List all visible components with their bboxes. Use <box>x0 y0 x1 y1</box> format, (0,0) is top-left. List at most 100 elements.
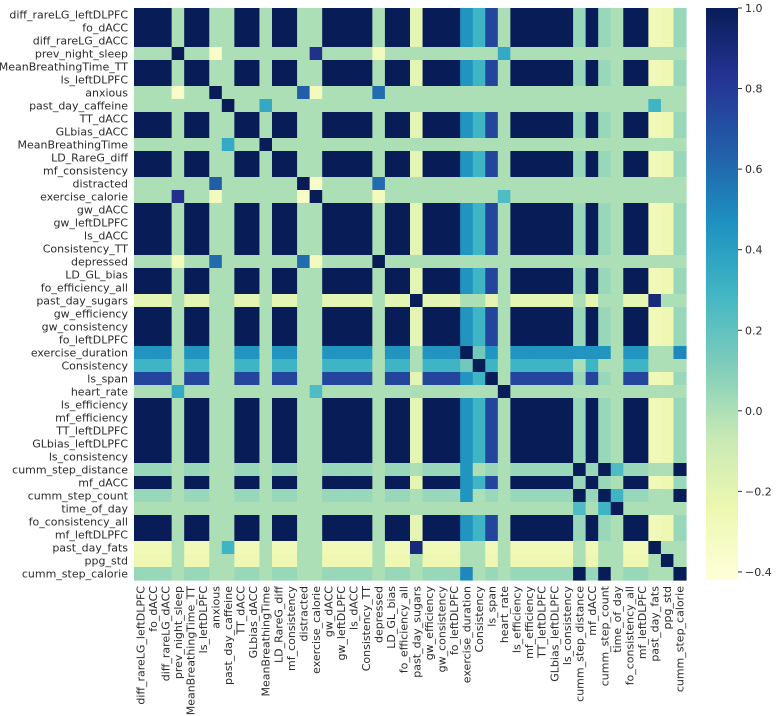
heatmap-cell <box>610 21 624 35</box>
heatmap-cell <box>334 320 348 334</box>
heatmap-cell <box>535 203 549 217</box>
heatmap-cell <box>347 112 361 126</box>
heatmap-cell <box>410 385 424 399</box>
heatmap-cell <box>171 177 185 191</box>
heatmap-cell <box>497 398 511 412</box>
heatmap-cell <box>673 21 687 35</box>
heatmap-cell <box>284 99 298 113</box>
heatmap-cell <box>347 372 361 386</box>
heatmap-cell <box>573 34 587 48</box>
heatmap-cell <box>234 216 248 230</box>
heatmap-cell <box>560 294 574 308</box>
heatmap-cell <box>460 112 474 126</box>
heatmap-cell <box>359 372 373 386</box>
heatmap-cell <box>159 320 173 334</box>
heatmap-cell <box>460 255 474 269</box>
heatmap-cell <box>535 320 549 334</box>
heatmap-cell <box>234 125 248 139</box>
heatmap-cell <box>510 346 524 360</box>
heatmap-cell <box>460 73 474 87</box>
heatmap-cell <box>259 47 273 61</box>
heatmap-cell <box>560 411 574 425</box>
heatmap-cell <box>648 359 662 373</box>
heatmap-cell <box>359 424 373 438</box>
heatmap-cell <box>297 515 311 529</box>
heatmap-cell <box>447 489 461 503</box>
heatmap-cell <box>623 164 637 178</box>
heatmap-cell <box>259 450 273 464</box>
heatmap-cell <box>472 489 486 503</box>
heatmap-cell <box>585 554 599 568</box>
heatmap-cell <box>673 346 687 360</box>
heatmap-cell <box>309 567 323 581</box>
heatmap-cell <box>460 359 474 373</box>
heatmap-cell <box>134 333 148 347</box>
heatmap-cell <box>284 398 298 412</box>
heatmap-cell <box>372 216 386 230</box>
heatmap-cell <box>460 424 474 438</box>
heatmap-cell <box>548 437 562 451</box>
x-tick-label: fo_leftDLPFC <box>448 586 461 655</box>
heatmap-cell <box>334 99 348 113</box>
heatmap-cell <box>422 424 436 438</box>
heatmap-cell <box>384 541 399 555</box>
heatmap-cell <box>184 307 198 321</box>
heatmap-cell <box>322 60 336 74</box>
heatmap-cell <box>510 34 524 48</box>
heatmap-cell <box>497 86 511 100</box>
heatmap-cell <box>246 333 261 347</box>
heatmap-cell <box>673 294 687 308</box>
heatmap-cell <box>209 99 223 113</box>
heatmap-cell <box>159 86 173 100</box>
heatmap-cell <box>209 489 223 503</box>
heatmap-cell <box>234 437 248 451</box>
heatmap-cell <box>259 502 273 516</box>
colorbar-tick-label: 0.4 <box>745 244 763 257</box>
heatmap-cell <box>610 47 624 61</box>
heatmap-cell <box>272 294 286 308</box>
heatmap-cell <box>146 229 160 243</box>
heatmap-cell <box>522 60 537 74</box>
heatmap-cell <box>196 567 210 581</box>
heatmap-cell <box>585 502 599 516</box>
heatmap-cell <box>548 463 562 477</box>
heatmap-cell <box>196 86 210 100</box>
heatmap-cell <box>472 281 486 295</box>
heatmap-cell <box>598 554 612 568</box>
heatmap-cell <box>522 528 537 542</box>
heatmap-cell <box>573 372 587 386</box>
heatmap-cell <box>497 424 511 438</box>
heatmap-cell <box>435 216 449 230</box>
heatmap-cell <box>297 333 311 347</box>
heatmap-cell <box>585 164 599 178</box>
heatmap-cell <box>610 151 624 165</box>
heatmap-cell <box>447 476 461 490</box>
heatmap-cell <box>334 372 348 386</box>
heatmap-cell <box>460 307 474 321</box>
y-tick-label: Consistency_TT <box>43 243 129 256</box>
x-tick-label: exercise_calorie <box>310 586 323 674</box>
heatmap-cell <box>196 528 210 542</box>
heatmap-cell <box>548 320 562 334</box>
heatmap-cell <box>309 47 323 61</box>
heatmap-cell <box>522 411 537 425</box>
heatmap-cell <box>610 255 624 269</box>
heatmap-cell <box>284 112 298 126</box>
heatmap-cell <box>660 515 675 529</box>
heatmap-cell <box>359 255 373 269</box>
heatmap-cell <box>510 47 524 61</box>
heatmap-cell <box>635 47 649 61</box>
heatmap-cell <box>171 554 185 568</box>
heatmap-cell <box>384 450 399 464</box>
y-tick-label: LD_GL_bias <box>65 269 128 282</box>
heatmap-cell <box>472 86 486 100</box>
heatmap-cell <box>497 8 511 22</box>
heatmap-cell <box>435 203 449 217</box>
heatmap-cell <box>334 463 348 477</box>
heatmap-cell <box>171 60 185 74</box>
heatmap-cell <box>548 515 562 529</box>
heatmap-cell <box>510 398 524 412</box>
heatmap-cell <box>259 229 273 243</box>
heatmap-cell <box>460 515 474 529</box>
heatmap-cell <box>359 554 373 568</box>
